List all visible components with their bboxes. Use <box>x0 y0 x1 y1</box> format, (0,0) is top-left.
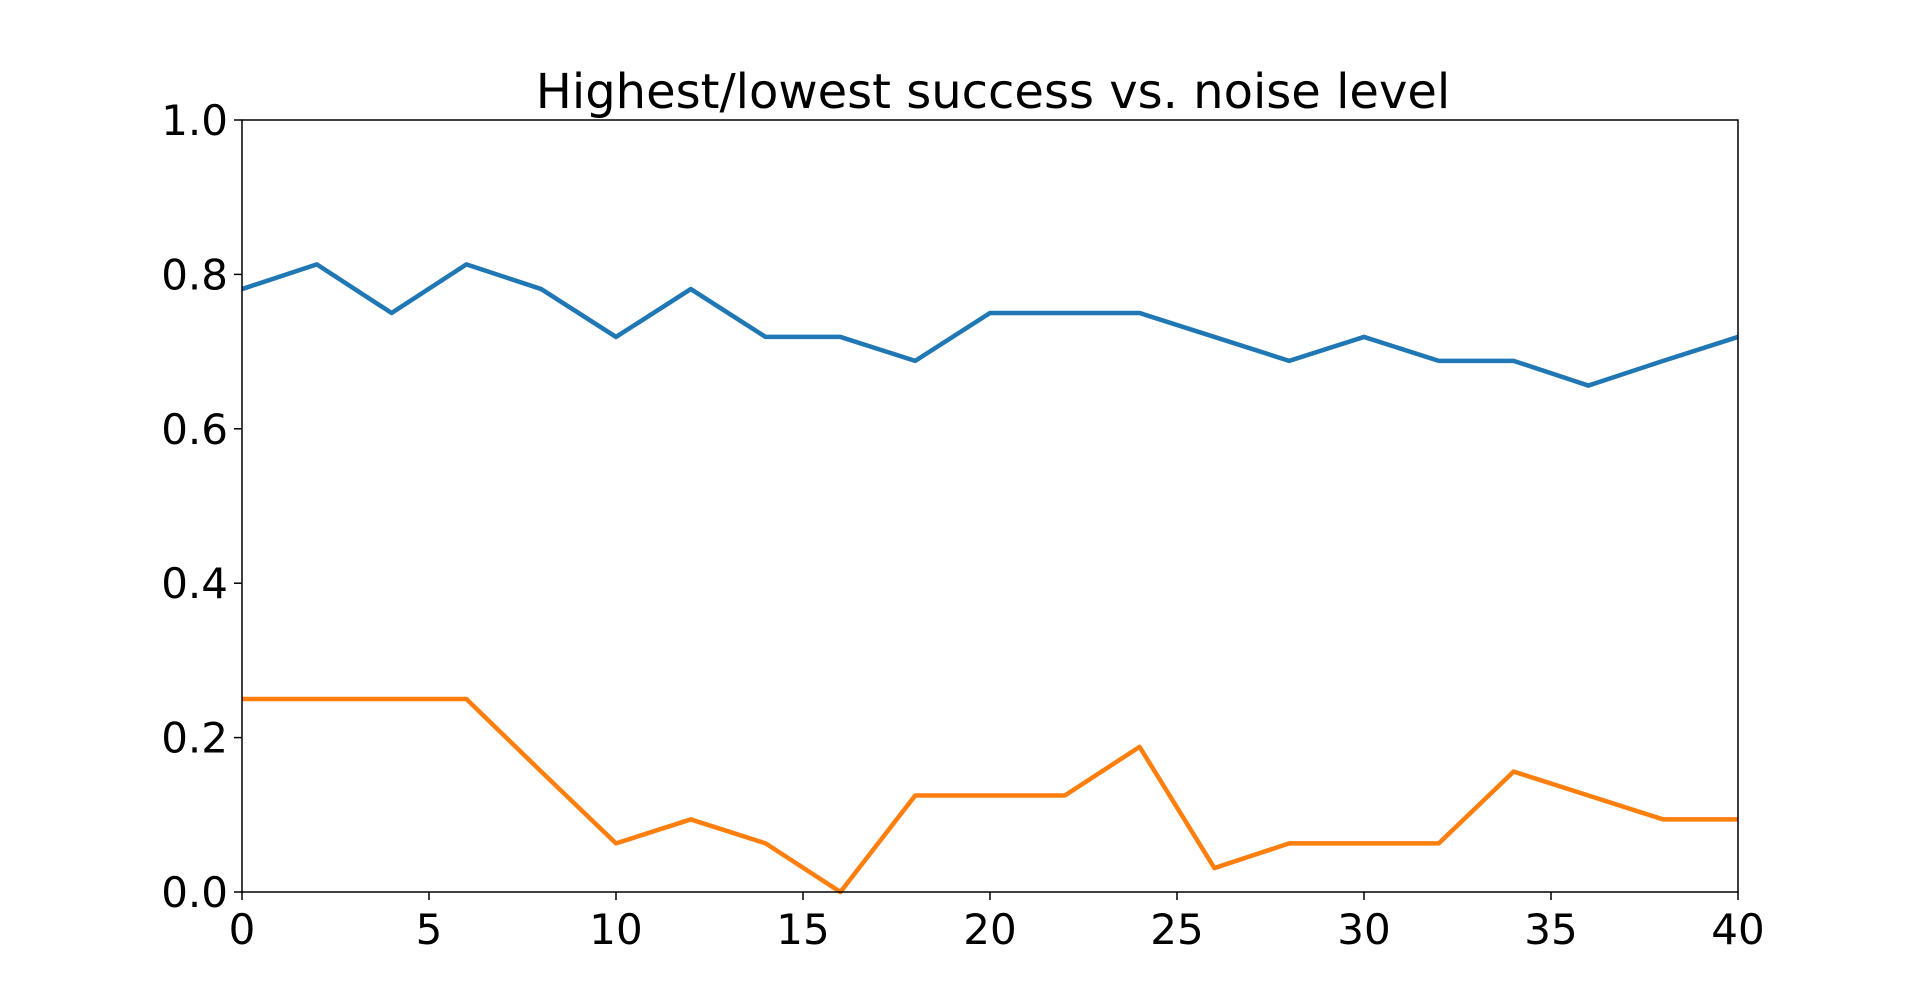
y-tick-label: 0.0 <box>161 868 228 917</box>
y-tick-label: 0.2 <box>161 714 228 763</box>
x-tick-label: 30 <box>1337 905 1390 954</box>
x-tick-label: 25 <box>1150 905 1203 954</box>
y-tick-label: 0.6 <box>161 405 228 454</box>
y-tick-label: 0.4 <box>161 559 228 608</box>
chart-title: Highest/lowest success vs. noise level <box>536 64 1450 120</box>
plot-frame <box>241 119 1739 893</box>
x-tick-label: 35 <box>1524 905 1577 954</box>
x-tick-label: 10 <box>589 905 642 954</box>
x-tick-label: 40 <box>1711 905 1764 954</box>
series-layer <box>241 262 1739 895</box>
x-tick-label: 0 <box>229 905 256 954</box>
x-tick-label: 15 <box>776 905 829 954</box>
x-tick-label: 5 <box>416 905 443 954</box>
y-axis: 0.0 0.2 0.4 0.6 0.8 1.0 <box>161 96 242 917</box>
series-line-2 <box>242 696 1738 895</box>
x-tick-label: 20 <box>963 905 1016 954</box>
x-axis: 0 5 10 15 20 25 30 35 40 <box>229 892 1765 954</box>
y-tick-label: 1.0 <box>161 96 228 145</box>
y-tick-label: 0.8 <box>161 250 228 299</box>
series-line-1 <box>241 262 1739 388</box>
